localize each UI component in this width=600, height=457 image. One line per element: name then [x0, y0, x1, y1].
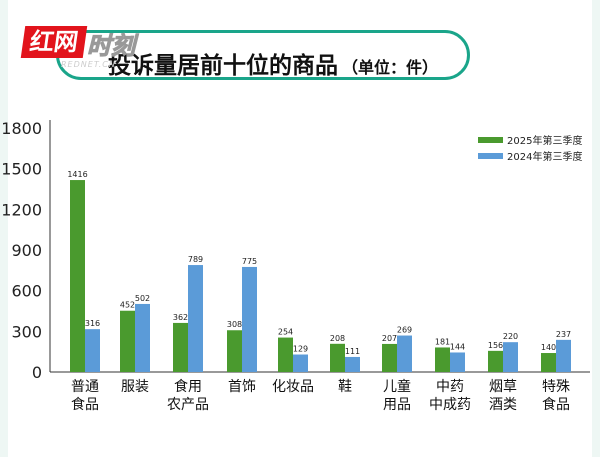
data-label: 1416 [67, 170, 87, 179]
data-label: 140 [541, 343, 556, 352]
logo-text: 时刻 [87, 32, 136, 61]
bar-2025 [435, 347, 450, 372]
category-label: 鞋 [338, 379, 352, 395]
category-label: 普通 [71, 379, 99, 395]
category-label: 中成药 [429, 397, 471, 413]
left-edge [0, 0, 8, 457]
bar-2025 [227, 330, 242, 372]
y-tick-label: 900 [11, 241, 42, 260]
rednet-logo: 红网 时刻 REDNET.CN [20, 26, 151, 69]
bar-2024 [135, 303, 150, 372]
bar-2025 [120, 310, 135, 372]
data-label: 220 [503, 332, 518, 341]
bar-2024 [503, 342, 518, 372]
data-label: 789 [188, 255, 203, 264]
category-label: 烟草 [489, 379, 517, 395]
data-label: 452 [120, 301, 135, 310]
data-label: 775 [242, 257, 257, 266]
bar-2025 [70, 180, 85, 372]
title-text: 投诉量居前十位的商品 [108, 53, 338, 79]
bar-2024 [242, 266, 257, 372]
bar-2025 [541, 353, 556, 372]
bar-2025 [330, 343, 345, 372]
y-tick-label: 1800 [1, 119, 42, 138]
bar-2025 [488, 350, 503, 372]
data-label: 111 [345, 347, 360, 356]
category-label: 食用 [174, 378, 202, 395]
bar-2025 [173, 322, 188, 372]
category-label: 中药 [436, 379, 464, 395]
bar-2024 [397, 335, 412, 372]
bar-2025 [278, 337, 293, 372]
bar-2024 [293, 354, 308, 372]
data-label: 237 [556, 330, 571, 339]
data-label: 181 [435, 337, 450, 346]
data-label: 208 [330, 334, 345, 343]
data-label: 269 [397, 326, 412, 335]
category-label: 食品 [542, 396, 570, 413]
data-label: 207 [382, 334, 397, 343]
legend-label: 2024年第三季度 [507, 150, 582, 163]
category-label: 化妆品 [272, 379, 314, 395]
y-tick-label: 1500 [1, 160, 42, 179]
data-label: 316 [85, 319, 100, 328]
category-label: 儿童 [383, 378, 411, 395]
y-tick-label: 1200 [1, 200, 42, 219]
data-label: 308 [227, 320, 242, 329]
data-label: 254 [278, 328, 293, 337]
legend-swatch [478, 153, 503, 159]
legend-swatch [478, 137, 503, 143]
category-label: 酒类 [489, 397, 517, 413]
data-label: 362 [173, 313, 188, 322]
category-label: 用品 [383, 397, 411, 413]
y-tick-label: 300 [11, 322, 42, 341]
right-edge [592, 0, 600, 457]
data-label: 156 [488, 341, 503, 350]
legend-label: 2025年第三季度 [507, 134, 582, 147]
category-label: 农产品 [167, 397, 209, 413]
data-label: 144 [450, 342, 465, 351]
data-label: 502 [135, 294, 150, 303]
bar-2024 [85, 329, 100, 372]
logo-sub: REDNET.CN [61, 60, 116, 69]
category-label: 食品 [71, 396, 99, 413]
data-label: 129 [293, 345, 308, 354]
bar-2024 [450, 352, 465, 372]
bar-2025 [382, 343, 397, 372]
y-tick-label: 600 [11, 282, 42, 301]
category-label: 特殊 [542, 379, 570, 395]
page-title: 投诉量居前十位的商品 （单位：件） [108, 46, 438, 80]
bar-2024 [188, 265, 203, 372]
category-label: 服装 [121, 379, 149, 395]
title-unit: （单位：件） [342, 58, 439, 77]
bar-2024 [556, 339, 571, 372]
category-label: 首饰 [228, 379, 256, 395]
y-tick-label: 0 [32, 363, 42, 382]
bar-2024 [345, 356, 360, 372]
